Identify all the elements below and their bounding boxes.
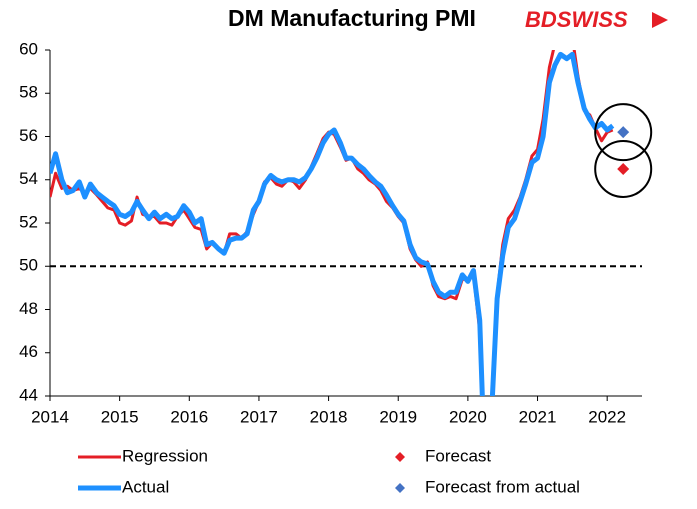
x-tick-label: 2014 xyxy=(31,407,69,426)
line-series xyxy=(50,51,615,396)
y-tick-label: 58 xyxy=(19,83,38,102)
y-tick-label: 52 xyxy=(19,212,38,231)
x-tick-label: 2019 xyxy=(379,407,417,426)
chart-title: DM Manufacturing PMI xyxy=(228,5,476,31)
y-tick-label: 56 xyxy=(19,126,38,145)
x-tick-label: 2021 xyxy=(519,407,557,426)
legend-label: Actual xyxy=(122,477,169,496)
y-tick-label: 46 xyxy=(19,342,38,361)
legend-label: Regression xyxy=(122,446,208,465)
x-tick-label: 2020 xyxy=(449,407,487,426)
x-tick-label: 2016 xyxy=(170,407,208,426)
x-tick-label: 2018 xyxy=(310,407,348,426)
y-tick-label: 60 xyxy=(19,39,38,58)
y-tick-label: 54 xyxy=(19,169,38,188)
forecast-point xyxy=(617,126,630,139)
x-tick-label: 2022 xyxy=(588,407,626,426)
forecast-point xyxy=(617,162,630,175)
plot-area xyxy=(50,50,615,396)
legend-swatch xyxy=(395,483,405,493)
x-tick-label: 2015 xyxy=(101,407,139,426)
legend-label: Forecast from actual xyxy=(425,477,580,496)
highlight-circle xyxy=(594,103,653,162)
line-series xyxy=(50,50,614,396)
y-tick-label: 50 xyxy=(19,256,38,275)
x-tick-label: 2017 xyxy=(240,407,278,426)
logo-arrow xyxy=(652,12,668,28)
legend-swatch xyxy=(395,452,405,462)
y-tick-label: 48 xyxy=(19,299,38,318)
highlight-circle xyxy=(594,139,653,198)
logo: BDSWISS xyxy=(525,7,628,32)
legend-label: Forecast xyxy=(425,446,491,465)
y-tick-label: 44 xyxy=(19,385,38,404)
